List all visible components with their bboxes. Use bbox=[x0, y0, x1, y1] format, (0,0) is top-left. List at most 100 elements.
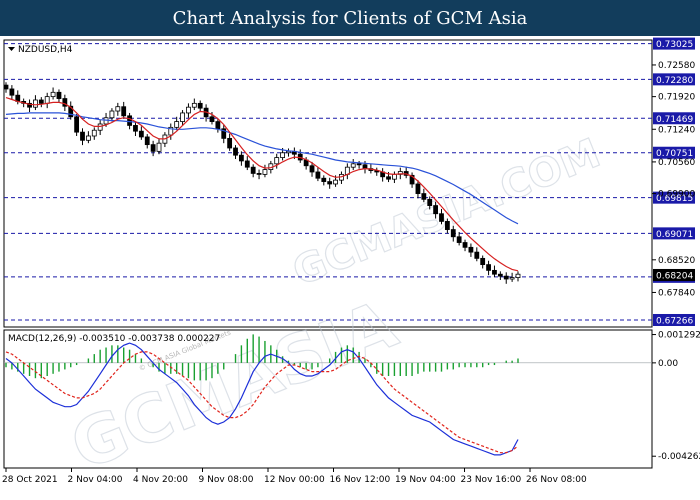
banner-title: Chart Analysis for Clients of GCM Asia bbox=[172, 7, 528, 29]
x-tick-label: 19 Nov 04:00 bbox=[395, 475, 456, 485]
candle-body bbox=[56, 91, 62, 99]
level-badge bbox=[653, 313, 695, 326]
level-label: 0.72280 bbox=[656, 76, 693, 86]
current-price-badge bbox=[653, 268, 695, 281]
candle-body bbox=[503, 275, 509, 280]
x-tick-label: 28 Oct 2021 bbox=[2, 475, 58, 485]
candle-body bbox=[9, 88, 15, 96]
candle-body bbox=[415, 183, 421, 194]
level-badge bbox=[653, 191, 695, 204]
candle-body bbox=[468, 246, 474, 253]
candle-body bbox=[44, 96, 50, 104]
candle-body bbox=[221, 128, 227, 139]
candle-body bbox=[509, 277, 515, 280]
symbol-label: NZDUSD,H4 bbox=[18, 45, 73, 55]
candle-body bbox=[256, 173, 262, 175]
price-layer bbox=[3, 43, 652, 321]
x-tick-label: 12 Nov 00:00 bbox=[264, 475, 325, 485]
x-tick-label: 4 Nov 20:00 bbox=[133, 475, 188, 485]
ma-fast-line bbox=[5, 97, 519, 272]
candle-body bbox=[262, 169, 268, 175]
candle-body bbox=[350, 163, 356, 168]
candle-body bbox=[250, 166, 256, 174]
level-badge bbox=[653, 227, 695, 240]
candle-body bbox=[309, 165, 315, 173]
candle-body bbox=[409, 174, 415, 185]
candle-body bbox=[239, 154, 244, 162]
candle-body bbox=[486, 264, 491, 271]
price-tick-label: 0.68520 bbox=[658, 256, 695, 266]
candle-body bbox=[97, 123, 103, 131]
level-badge bbox=[653, 37, 695, 50]
level-label: 0.69071 bbox=[656, 230, 693, 240]
price-tick-label: 0.67840 bbox=[658, 288, 695, 298]
candle-body bbox=[321, 177, 327, 182]
candle-body bbox=[227, 137, 233, 149]
current-price-label: 0.68204 bbox=[656, 271, 693, 281]
x-tick-label: 9 Nov 08:00 bbox=[199, 475, 254, 485]
candle-body bbox=[233, 147, 238, 156]
macd-tick-label: 0.00 bbox=[658, 359, 678, 369]
price-tick-label: 0.71240 bbox=[658, 125, 695, 135]
x-tick-label: 16 Nov 12:00 bbox=[330, 475, 391, 485]
macd-line bbox=[5, 342, 519, 456]
price-tick-label: 0.71920 bbox=[658, 93, 695, 103]
candle-body bbox=[492, 269, 497, 275]
ma-slow-line bbox=[5, 112, 519, 225]
candle-body bbox=[3, 84, 9, 90]
x-axis: 28 Oct 2021 2 Nov 04:00 4 Nov 20:00 9 Nov 0… bbox=[2, 468, 587, 485]
candle-body bbox=[68, 105, 74, 118]
candle-body bbox=[274, 157, 280, 165]
candle-body bbox=[462, 242, 468, 248]
candle-body bbox=[103, 117, 109, 125]
candle-body bbox=[386, 176, 391, 180]
candle-body bbox=[85, 135, 91, 141]
chart-banner: Chart Analysis for Clients of GCM Asia bbox=[0, 0, 700, 36]
candle-body bbox=[80, 131, 85, 141]
candle-body bbox=[315, 171, 321, 179]
candle-body bbox=[209, 116, 215, 122]
symbol-dropdown-icon[interactable] bbox=[8, 47, 15, 51]
candle-body bbox=[456, 236, 462, 243]
candle-body bbox=[168, 126, 174, 136]
level-label: 0.73025 bbox=[656, 40, 693, 50]
candle-body bbox=[427, 198, 433, 206]
level-label: 0.70751 bbox=[656, 149, 693, 159]
candle-body bbox=[356, 163, 362, 166]
macd-axis: 0.001292 0.00 -0.004262 bbox=[652, 331, 700, 462]
candle-body bbox=[474, 251, 480, 259]
candle-body bbox=[215, 121, 221, 130]
level-badge bbox=[653, 146, 695, 159]
candle-body bbox=[115, 106, 121, 112]
x-tick-label: 23 Nov 16:00 bbox=[461, 475, 522, 485]
level-label: 0.67266 bbox=[656, 316, 693, 326]
candle-body bbox=[62, 98, 68, 107]
candle-body bbox=[515, 273, 521, 278]
candle-body bbox=[127, 115, 132, 126]
candle-body bbox=[244, 160, 250, 168]
price-tick-label: 0.72580 bbox=[658, 61, 695, 71]
candle-body bbox=[333, 179, 338, 185]
candle-body bbox=[38, 99, 44, 104]
candle-body bbox=[150, 144, 156, 152]
macd-layer bbox=[4, 334, 652, 456]
candle-body bbox=[144, 136, 150, 146]
macd-label: MACD(12,26,9) -0.003510 -0.003738 0.0002… bbox=[8, 334, 220, 344]
candle-body bbox=[450, 229, 456, 238]
candle-body bbox=[197, 102, 203, 109]
level-badge bbox=[653, 73, 695, 86]
candle-body bbox=[50, 91, 56, 98]
candle-body bbox=[109, 110, 115, 119]
price-tick-label: 0.69900 bbox=[658, 190, 695, 200]
candle-body bbox=[480, 257, 486, 266]
candle-body bbox=[392, 173, 397, 180]
candle-body bbox=[180, 112, 185, 122]
candle-body bbox=[74, 116, 80, 133]
x-tick-label: 26 Nov 08:00 bbox=[526, 475, 587, 485]
candle-body bbox=[444, 221, 450, 230]
level-label: 0.69815 bbox=[656, 194, 693, 204]
macd-tick-label: 0.001292 bbox=[658, 331, 700, 341]
candle-body bbox=[433, 205, 439, 215]
candle-body bbox=[497, 273, 503, 277]
level-label: 0.71469 bbox=[656, 115, 693, 125]
